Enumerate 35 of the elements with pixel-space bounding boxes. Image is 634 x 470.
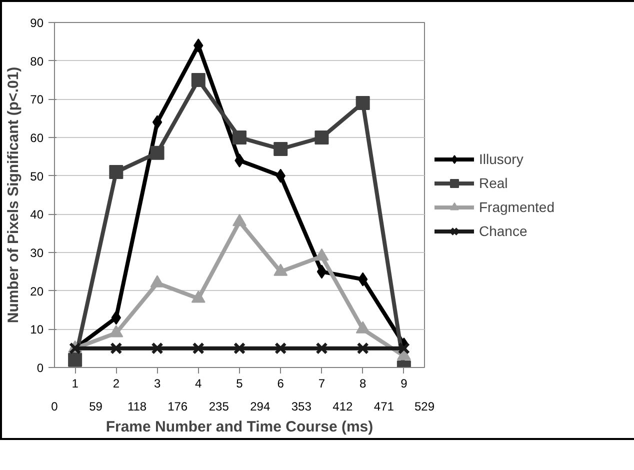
x-tick-label: 8 [359,376,366,390]
x2-tick-label: 235 [208,400,230,414]
x-tick-label: 3 [154,376,161,390]
y-tick-label: 40 [30,208,44,222]
x-tick-label: 2 [112,376,120,390]
x2-tick-label: 294 [250,400,270,414]
legend-label: Chance [479,222,528,238]
x-tick-label: 1 [72,376,79,390]
y-tick-label: 50 [30,169,44,184]
y-tick-label: 0 [36,361,44,375]
y-tick-label: 70 [30,92,44,107]
y-tick-label: 10 [30,322,44,337]
x-axis-title: Frame Number and Time Course (ms) [106,418,374,436]
y-tick-label: 30 [30,246,44,260]
legend-label: Illusory [479,150,524,166]
x2-tick-label: 529 [414,400,435,414]
x-tick-label: 4 [195,376,202,390]
y-tick-label: 90 [30,16,44,30]
y-tick-label: 60 [30,131,44,145]
x-tick-label: 6 [277,376,284,390]
y-tick-label: 20 [30,284,44,298]
y-tick-label: 80 [30,54,44,68]
x2-tick-label: 118 [127,400,147,414]
x2-tick-label: 471 [374,400,394,414]
x2-tick-label: 176 [168,400,188,414]
y-axis-title: Number of Pixels Significant (p<.01) [5,66,22,324]
legend-label: Fragmented [479,198,554,214]
x-tick-label: 9 [400,376,408,390]
legend-label: Real [479,174,508,190]
x-tick-label: 5 [236,376,244,390]
x2-tick-label: 353 [291,400,312,414]
x2-tick-label: 412 [332,400,354,414]
x2-tick-label: 59 [89,400,103,414]
x2-tick-label: 0 [51,400,58,414]
x-tick-label: 7 [318,376,326,390]
